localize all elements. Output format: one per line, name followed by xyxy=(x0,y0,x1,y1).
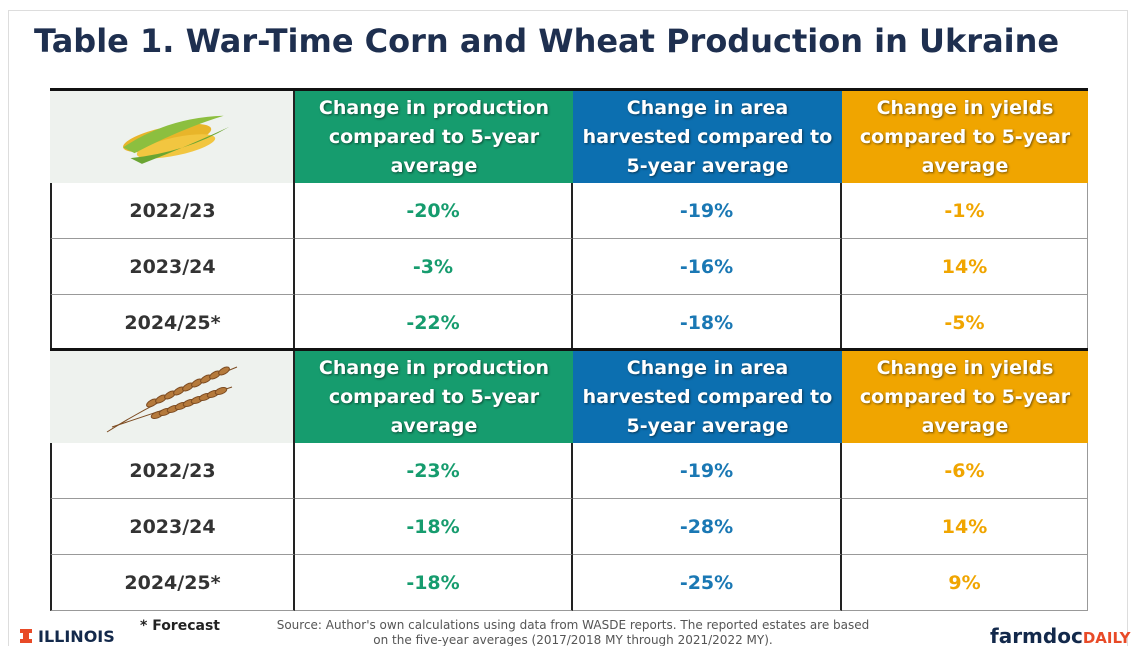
table: Change in production compared to 5-year … xyxy=(50,88,1088,351)
value-cell: -28% xyxy=(573,499,842,555)
header-cell: Change in yields compared to 5-year aver… xyxy=(842,91,1088,183)
value-cell: -20% xyxy=(295,183,573,239)
value-cell: 14% xyxy=(842,499,1088,555)
value-cell: -19% xyxy=(573,443,842,499)
row-label: 2023/24 xyxy=(50,499,295,555)
value-cell: 9% xyxy=(842,555,1088,611)
value-cell: -16% xyxy=(573,239,842,295)
value-cell: -22% xyxy=(295,295,573,351)
table: Change in production compared to 5-year … xyxy=(50,348,1088,611)
page: Table 1. War-Time Corn and Wheat Product… xyxy=(0,0,1135,646)
value-cell: -1% xyxy=(842,183,1088,239)
value-cell: -25% xyxy=(573,555,842,611)
crop-image xyxy=(50,351,295,443)
row-label: 2022/23 xyxy=(50,183,295,239)
crop-image xyxy=(50,91,295,183)
logo-left: ILLINOIS xyxy=(38,627,115,646)
value-cell: -5% xyxy=(842,295,1088,351)
title: Table 1. War-Time Corn and Wheat Product… xyxy=(34,22,1059,60)
illinois-icon xyxy=(18,628,34,644)
value-cell: -19% xyxy=(573,183,842,239)
header-cell: Change in yields compared to 5-year aver… xyxy=(842,351,1088,443)
value-cell: -18% xyxy=(573,295,842,351)
header-cell: Change in area harvested compared to 5-y… xyxy=(573,91,842,183)
footnote: * Forecast xyxy=(140,618,220,634)
value-cell: -6% xyxy=(842,443,1088,499)
logo-accent: DAILY xyxy=(1083,629,1131,646)
value-cell: -23% xyxy=(295,443,573,499)
row-label: 2022/23 xyxy=(50,443,295,499)
row-label: 2024/25* xyxy=(50,295,295,351)
value-cell: -18% xyxy=(295,555,573,611)
header-cell: Change in production compared to 5-year … xyxy=(295,91,573,183)
logo-right: farmdocDAILY xyxy=(990,624,1131,646)
logo-main: farmdoc xyxy=(990,624,1083,646)
row-label: 2023/24 xyxy=(50,239,295,295)
value-cell: -18% xyxy=(295,499,573,555)
header-cell: Change in production compared to 5-year … xyxy=(295,351,573,443)
header-cell: Change in area harvested compared to 5-y… xyxy=(573,351,842,443)
source: Source: Author's own calculations using … xyxy=(268,618,878,646)
value-cell: 14% xyxy=(842,239,1088,295)
value-cell: -3% xyxy=(295,239,573,295)
row-label: 2024/25* xyxy=(50,555,295,611)
